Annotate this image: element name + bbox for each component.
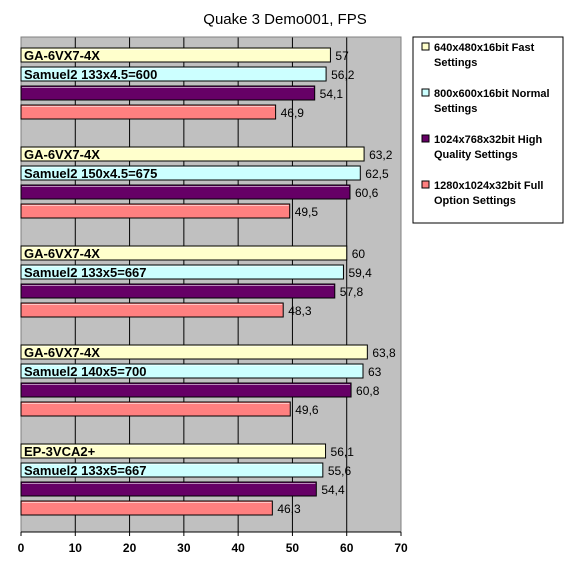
legend-label: 1280x1024x32bit Full xyxy=(434,180,543,192)
x-tick-label: 60 xyxy=(340,541,354,555)
bar-value-label: 56,1 xyxy=(331,445,355,459)
bar xyxy=(21,383,351,397)
bar-value-label: 49,5 xyxy=(295,205,319,219)
bar-value-label: 57 xyxy=(335,49,349,63)
x-tick-label: 20 xyxy=(123,541,137,555)
bar-value-label: 54,1 xyxy=(320,87,344,101)
x-tick-label: 30 xyxy=(177,541,191,555)
category-label: GA-6VX7-4X xyxy=(24,246,100,261)
legend-swatch xyxy=(422,43,429,50)
category-label: Samuel2 140x5=700 xyxy=(24,364,147,379)
bar-value-label: 59,4 xyxy=(348,266,372,280)
bar-value-label: 46,9 xyxy=(281,106,305,120)
bar xyxy=(21,284,335,298)
legend-label: Settings xyxy=(434,57,477,69)
legend-label: 1024x768x32bit High xyxy=(434,134,543,146)
plot-area: 0 10 20 30 40 50 60 70 57 56,2 54,1 46,9 GA-6VX7-4X S… xyxy=(18,37,408,555)
bar xyxy=(21,105,276,119)
chart-title: Quake 3 Demo001, FPS xyxy=(203,11,366,28)
bar xyxy=(21,402,290,416)
x-tick-label: 70 xyxy=(394,541,408,555)
bar-value-label: 46,3 xyxy=(277,502,301,516)
bar-value-label: 63,2 xyxy=(369,148,393,162)
bar xyxy=(21,185,350,199)
bar-value-label: 55,6 xyxy=(328,464,352,478)
category-label: Samuel2 150x4.5=675 xyxy=(24,166,157,181)
bar xyxy=(21,501,272,515)
category-label: Samuel2 133x5=667 xyxy=(24,265,147,280)
bar-value-label: 60,8 xyxy=(356,384,380,398)
bar xyxy=(21,482,316,496)
bar-value-label: 62,5 xyxy=(365,167,389,181)
x-tick-label: 10 xyxy=(69,541,83,555)
legend-swatch xyxy=(422,89,429,96)
bar-value-label: 57,8 xyxy=(340,285,364,299)
x-tick-label: 0 xyxy=(18,541,25,555)
bar xyxy=(21,204,290,218)
bar-value-label: 49,6 xyxy=(295,403,319,417)
bar-value-label: 48,3 xyxy=(288,304,312,318)
bar-value-label: 54,4 xyxy=(321,483,345,497)
legend-label: Option Settings xyxy=(434,195,516,207)
x-tick-label: 50 xyxy=(286,541,300,555)
bar-value-label: 60,6 xyxy=(355,186,379,200)
legend-label: Settings xyxy=(434,103,477,115)
bar-value-label: 63 xyxy=(368,365,382,379)
legend: 640x480x16bit Fast Settings 800x600x16bit … xyxy=(413,37,563,223)
bar xyxy=(21,303,283,317)
category-label: GA-6VX7-4X xyxy=(24,147,100,162)
category-label: Samuel2 133x4.5=600 xyxy=(24,67,157,82)
legend-swatch xyxy=(422,135,429,142)
category-label: GA-6VX7-4X xyxy=(24,48,100,63)
category-label: Samuel2 133x5=667 xyxy=(24,463,147,478)
category-label: GA-6VX7-4X xyxy=(24,345,100,360)
legend-swatch xyxy=(422,181,429,188)
legend-label: 800x600x16bit Normal xyxy=(434,88,550,100)
legend-label: Quality Settings xyxy=(434,149,518,161)
legend-label: 640x480x16bit Fast xyxy=(434,42,535,54)
x-tick-label: 40 xyxy=(231,541,245,555)
bar-value-label: 63,8 xyxy=(372,346,396,360)
category-label: EP-3VCA2+ xyxy=(24,444,96,459)
bar-value-label: 60 xyxy=(352,247,366,261)
bar-value-label: 56,2 xyxy=(331,68,355,82)
bar xyxy=(21,86,315,100)
